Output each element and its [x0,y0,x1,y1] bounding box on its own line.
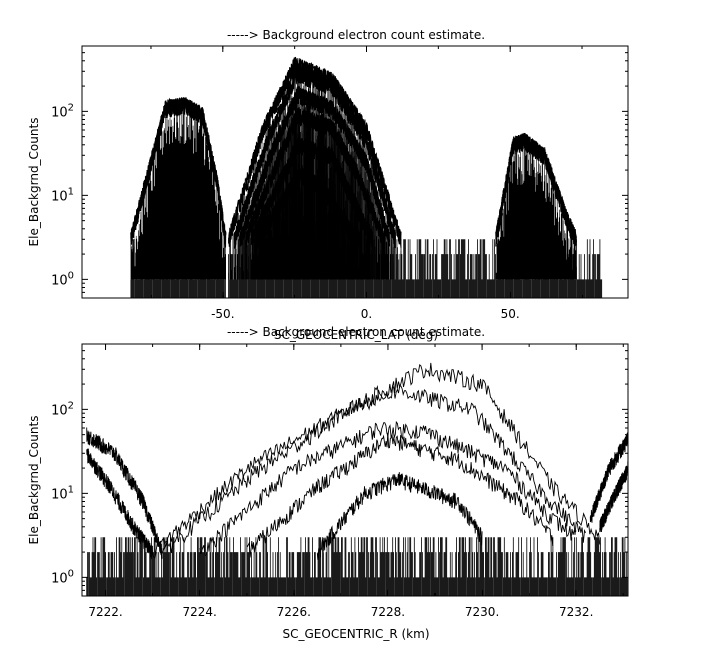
x-axis-label: SC_GEOCENTRIC_LAT (deg) [274,328,438,342]
series-line-1 [228,57,402,245]
x-tick-label: 7228. [371,605,405,619]
x-axis-ticks: -50. 0. 50. [150,46,583,321]
x-tick-label: 50. [501,307,520,321]
noise-floor-series [130,239,603,298]
x-tick-label: 7224. [182,605,216,619]
x-tick-label: -50. [211,307,234,321]
series-line-7 [589,432,628,523]
panel-title: -----> Background electron count estimat… [227,325,485,339]
y-tick-label: 102 [51,102,74,120]
plot-area [86,362,628,596]
x-tick-label: 7230. [465,605,499,619]
series-line-4 [316,472,483,560]
series-line-6 [256,168,362,247]
y-axis-label: Ele_Backgrnd_Counts [27,416,41,545]
x-tick-label: 0. [361,307,372,321]
x-tick-label: 7222. [88,605,122,619]
radius-panel: -----> Background electron count estimat… [27,325,629,641]
y-tick-label: 100 [51,270,74,288]
y-tick-label: 101 [51,186,74,204]
x-tick-label: 7226. [277,605,311,619]
y-tick-label: 100 [51,568,74,586]
series-line-0 [152,362,601,560]
series-line-0 [130,97,227,248]
series-line-5 [250,137,373,247]
series-line-3 [246,432,554,558]
y-axis-label: Ele_Backgrnd_Counts [27,118,41,247]
series-line-1 [161,384,587,554]
series-line-2 [233,64,396,249]
y-tick-label: 102 [51,400,74,418]
noise-floor-series [86,537,628,596]
latitude-panel: -----> Background electron count estimat… [27,28,629,342]
series-line-3 [239,86,391,245]
x-axis-ticks: 7222. 7224. 7226. 7228. 7230. 7232. [88,344,624,619]
axes-frame [81,45,629,299]
axes-frame [81,343,629,597]
panel-title: -----> Background electron count estimat… [227,28,485,42]
series-line-7 [495,133,577,247]
x-tick-label: 7232. [559,605,593,619]
y-tick-label: 101 [51,484,74,502]
series-line-8 [599,461,628,533]
plot-area [130,56,603,298]
x-axis-label: SC_GEOCENTRIC_R (km) [283,627,430,641]
series-line-5 [86,427,163,559]
